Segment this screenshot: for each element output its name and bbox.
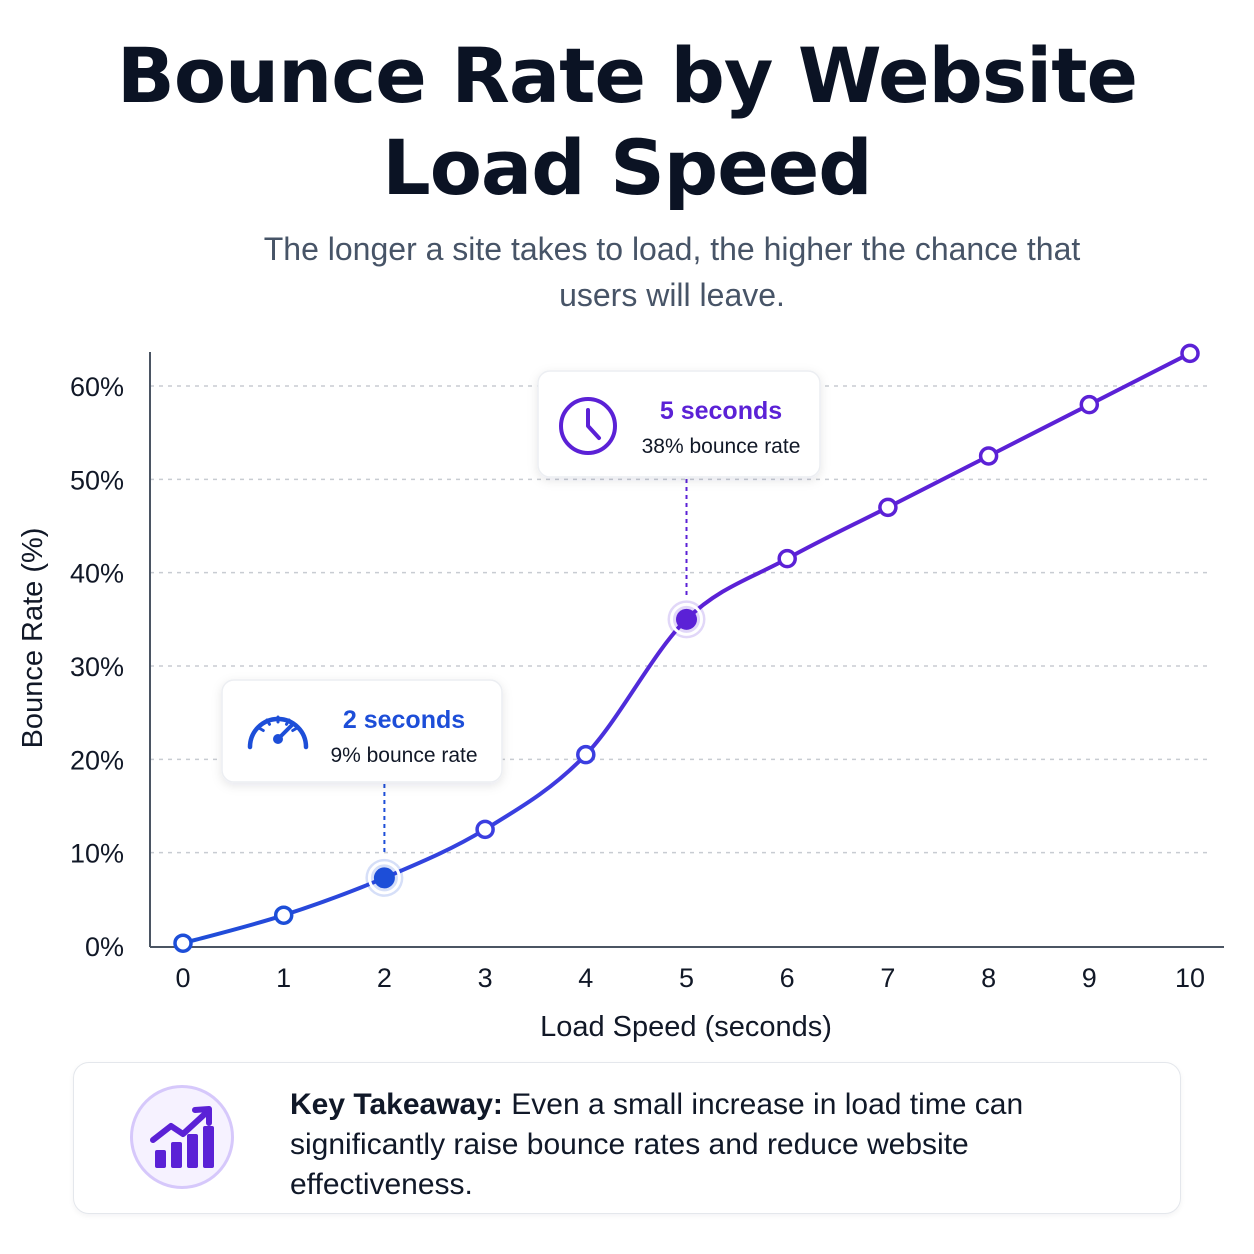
annotation-card-bg xyxy=(221,679,503,783)
x-tick-label: 7 xyxy=(880,963,895,993)
annotation-leaders xyxy=(383,479,688,856)
x-tick-label: 4 xyxy=(578,963,593,993)
axes xyxy=(149,352,1224,948)
trending-chart-icon xyxy=(130,1085,234,1189)
takeaway-body: Even a small increase in load time can s… xyxy=(290,1088,1024,1201)
y-tick-label: 60% xyxy=(70,372,124,402)
annotation-card: 5 seconds 38% bounce rate xyxy=(537,370,821,478)
y-tick-label: 0% xyxy=(85,932,124,962)
gauge-hub xyxy=(273,734,283,744)
highlight-point-ring xyxy=(670,602,703,636)
takeaway-text: Key Takeaway: Even a small increase in l… xyxy=(290,1085,1110,1205)
takeaway-label: Key Takeaway: xyxy=(290,1088,503,1121)
clock-hands xyxy=(586,408,601,440)
key-takeaway-card: Key Takeaway: Even a small increase in l… xyxy=(73,1062,1181,1214)
subtitle: The longer a site takes to load, the hig… xyxy=(263,231,1081,313)
gauge-tick xyxy=(285,718,291,726)
clock-face xyxy=(559,397,617,455)
gridlines xyxy=(150,385,1210,854)
annotation-text: 9% bounce rate xyxy=(330,744,477,767)
x-tick-label: 10 xyxy=(1175,963,1205,993)
y-tick-label: 50% xyxy=(70,465,124,495)
page-title: Bounce Rate by Website Load Speed xyxy=(0,30,1254,214)
y-tick-label: 40% xyxy=(70,559,124,589)
annotation-text: 38% bounce rate xyxy=(642,435,801,458)
x-tick-label: 5 xyxy=(679,963,694,993)
title-line-1: Bounce Rate by Website xyxy=(116,31,1138,120)
annotation-cards: 2 seconds 9% bounce rate 5 seconds 38% boun… xyxy=(221,370,821,783)
annotation-card: 2 seconds 9% bounce rate xyxy=(221,679,503,783)
gauge-tick xyxy=(291,726,299,732)
highlight-point xyxy=(676,608,697,630)
x-axis-label: Load Speed (seconds) xyxy=(540,1011,832,1043)
x-tick-label: 3 xyxy=(478,963,493,993)
y-tick-label: 10% xyxy=(70,839,124,869)
y-axis-label: Bounce Rate (%) xyxy=(17,528,49,749)
highlight-point xyxy=(373,867,395,889)
y-tick-label: 30% xyxy=(70,652,124,682)
data-point xyxy=(978,446,999,466)
data-point xyxy=(878,497,898,518)
data-point xyxy=(576,744,596,765)
x-tick-label: 1 xyxy=(276,963,291,993)
annotation-title: 2 seconds xyxy=(343,706,465,734)
x-tick-label: 9 xyxy=(1082,963,1097,993)
x-tick-label: 6 xyxy=(780,963,795,993)
data-point xyxy=(1180,343,1200,364)
data-point xyxy=(1079,394,1100,415)
speedometer-icon xyxy=(247,715,309,750)
data-point xyxy=(475,819,495,840)
data-points xyxy=(173,343,1200,953)
gauge-tick xyxy=(265,718,271,726)
y-tick-label: 20% xyxy=(70,745,124,775)
x-tick-label: 8 xyxy=(981,963,996,993)
data-point xyxy=(777,548,797,569)
x-tick-label: 2 xyxy=(377,963,392,993)
x-tick-label: 0 xyxy=(175,963,190,993)
gauge-tick xyxy=(257,726,265,732)
line-chart: 0% 10% 20% 30% 40% 50% 60% 0 1 2 3 4 5 6 7 8 9 10 Load Sp… xyxy=(17,343,1224,1043)
axis-labels: Load Speed (seconds) Bounce Rate (%) xyxy=(17,528,832,1043)
clock-icon xyxy=(559,397,617,455)
highlight-point-ring xyxy=(367,861,401,895)
data-point xyxy=(273,905,294,925)
annotation-title: 5 seconds xyxy=(660,397,782,425)
tick-labels: 0% 10% 20% 30% 40% 50% 60% 0 1 2 3 4 5 6 7 8 9 10 xyxy=(70,372,1205,993)
data-point xyxy=(173,933,193,953)
title-line-2: Load Speed xyxy=(382,123,872,212)
annotation-card-bg xyxy=(537,370,821,478)
